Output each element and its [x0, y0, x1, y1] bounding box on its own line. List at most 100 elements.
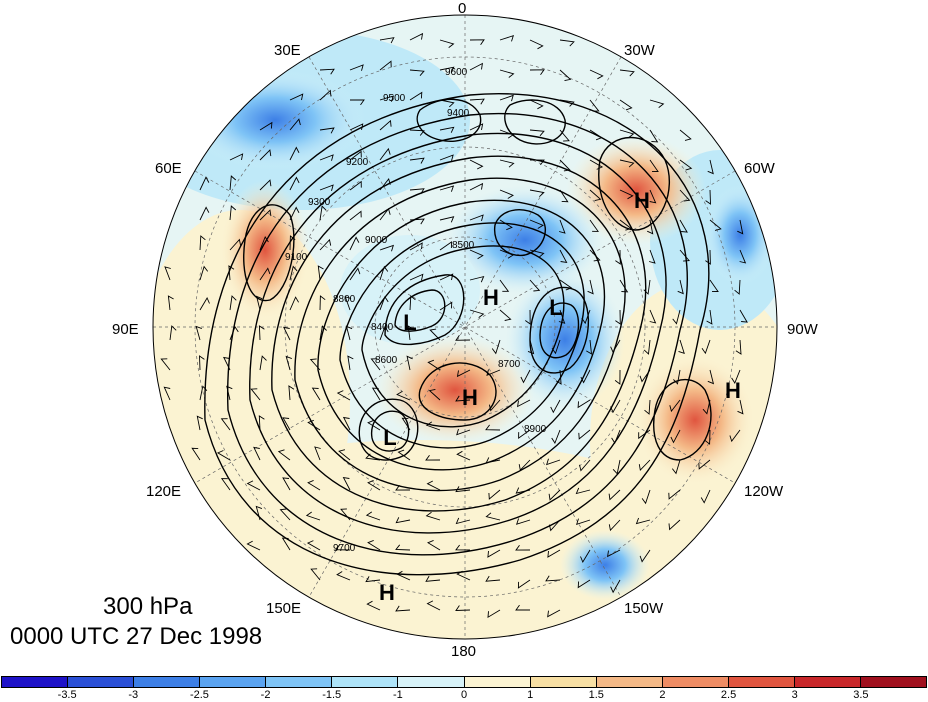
wind-barb [515, 518, 531, 525]
wind-barb [345, 325, 353, 341]
wind-barb [259, 179, 272, 191]
wind-barb [515, 487, 531, 494]
wind-barb [515, 604, 530, 611]
wind-barb [670, 429, 681, 444]
longitude-label-90w: 90W [787, 321, 818, 338]
wind-barb [425, 421, 441, 431]
wind-barb [379, 60, 392, 71]
wind-barb [246, 540, 261, 551]
wind-barb [282, 326, 291, 341]
wind-barb [515, 544, 531, 551]
wind-barb [529, 219, 544, 229]
wind-barb [607, 549, 621, 558]
wind-barb [518, 429, 531, 439]
wind-barb [529, 189, 545, 198]
wind-barb [319, 89, 332, 101]
wind-barb [469, 39, 485, 45]
wind-barb [739, 249, 747, 264]
wind-barb [336, 390, 351, 401]
wind-barb [643, 339, 651, 355]
longitude-label-90e: 90E [112, 321, 139, 338]
wind-barb [395, 517, 411, 524]
wind-barb [678, 339, 685, 355]
wind-barb [469, 249, 484, 260]
wind-barb [559, 39, 575, 47]
wind-barb [488, 399, 501, 412]
wind-barb [455, 335, 471, 341]
longitude-label-150w: 150W [624, 600, 664, 617]
wind-barb [311, 387, 321, 401]
wind-barb [555, 369, 562, 385]
wind-barb [409, 218, 425, 225]
colorbar-tick-label: -2 [260, 689, 271, 701]
wind-barb [641, 489, 651, 505]
wind-barb [319, 68, 335, 75]
wind-barb [647, 219, 654, 235]
wind-barb [379, 244, 394, 252]
wind-barb [342, 477, 351, 491]
wind-barb [589, 219, 599, 232]
wind-barb [259, 355, 267, 371]
longitude-label-30e: 30E [274, 42, 301, 59]
wind-barb [485, 512, 501, 521]
wind-barb [259, 236, 269, 251]
colorbar-cell [332, 677, 399, 687]
wind-barb [349, 210, 362, 221]
wind-barb [548, 489, 561, 501]
wind-barb [469, 62, 483, 71]
wind-barb [406, 355, 413, 371]
wind-barb [314, 446, 321, 461]
wind-barb [635, 517, 651, 525]
colorbar-cell [728, 677, 795, 687]
wind-barb [589, 249, 601, 262]
wind-barb [379, 295, 389, 311]
wind-barb [517, 399, 531, 408]
wind-barb [669, 399, 681, 413]
wind-barb [338, 449, 351, 461]
wind-barb [648, 249, 656, 264]
wind-barb [485, 457, 501, 464]
wind-barb [319, 295, 326, 311]
wind-barb [409, 188, 425, 195]
wind-barb [429, 328, 441, 341]
wind-barb [259, 209, 272, 221]
wind-barb [426, 600, 441, 611]
high-center-label: H [483, 285, 499, 310]
wind-barb [589, 189, 602, 202]
colorbar-cell [266, 677, 333, 687]
wind-barb [668, 489, 681, 500]
wind-barb [499, 309, 512, 321]
wind-barb [401, 417, 411, 431]
colorbar-cell [662, 677, 729, 687]
wind-barb [679, 189, 691, 202]
wind-barb [439, 216, 455, 223]
wind-barb [350, 99, 365, 106]
wind-barb [455, 517, 471, 525]
wind-barb [455, 486, 471, 493]
wind-barb [644, 399, 651, 415]
wind-barb [529, 39, 544, 50]
contour-label: 9200 [346, 157, 369, 168]
wind-barb [734, 279, 741, 295]
wind-barb [347, 355, 354, 371]
wind-barb [167, 295, 174, 311]
wind-barb [282, 417, 291, 431]
wind-barb [705, 249, 711, 265]
wind-barb [731, 369, 741, 384]
wind-barb [379, 95, 395, 102]
colorbar-cell [2, 677, 69, 687]
high-center-label: H [725, 378, 741, 403]
wind-barb [229, 205, 237, 221]
colorbar-cell [794, 677, 862, 687]
wind-barb [379, 207, 391, 221]
wind-barb [638, 459, 651, 472]
colorbar-tick-label: -3 [128, 689, 139, 701]
wind-barb [427, 359, 441, 371]
wind-barb [367, 419, 381, 431]
wind-barb [282, 477, 291, 491]
contour-label: 9700 [333, 543, 356, 554]
colorbar-tick-label: 0 [460, 689, 468, 701]
wind-barb [439, 241, 452, 251]
wind-barb [199, 297, 210, 311]
wind-barb [395, 484, 411, 491]
